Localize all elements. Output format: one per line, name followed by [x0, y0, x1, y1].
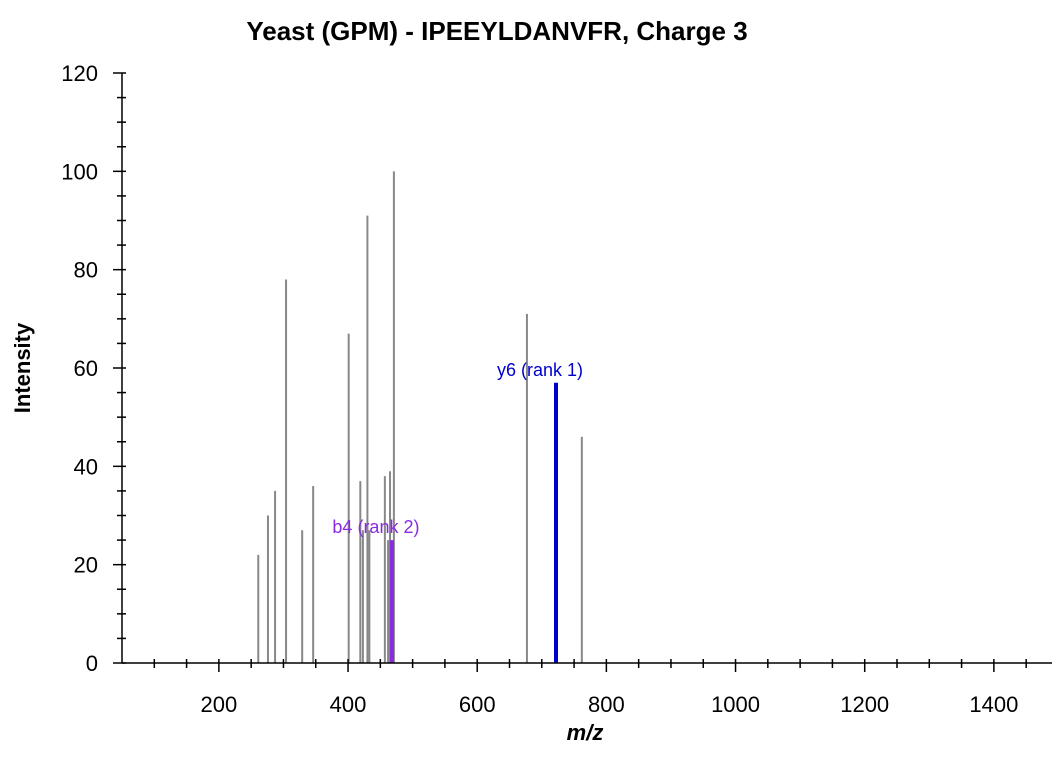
- x-tick-label-400: 400: [330, 692, 367, 717]
- y-tick-label-20: 20: [74, 553, 98, 578]
- x-tick-label-1400: 1400: [969, 692, 1018, 717]
- x-tick-label-1200: 1200: [840, 692, 889, 717]
- y-tick-label-100: 100: [61, 159, 98, 184]
- x-axis-label: m/z: [567, 720, 604, 745]
- y-tick-label-80: 80: [74, 258, 98, 283]
- axes: 200 400 600 800 1000 1200 1400 0 20 40 60 80 100 120: [61, 61, 1052, 717]
- annotation-layer: y6 (rank 1) b4 (rank 2): [332, 360, 583, 663]
- y-axis-label: Intensity: [10, 322, 35, 413]
- x-tick-label-200: 200: [201, 692, 238, 717]
- y-tick-label-40: 40: [74, 454, 98, 479]
- x-tick-label-1000: 1000: [711, 692, 760, 717]
- annotation-label-0: y6 (rank 1): [497, 360, 583, 380]
- x-tick-label-800: 800: [588, 692, 625, 717]
- y-tick-label-0: 0: [86, 651, 98, 676]
- annotation-label-1: b4 (rank 2): [332, 517, 419, 537]
- y-tick-label-60: 60: [74, 356, 98, 381]
- x-tick-label-600: 600: [459, 692, 496, 717]
- chart-title: Yeast (GPM) - IPEEYLDANVFR, Charge 3: [246, 16, 747, 46]
- peak-layer: [257, 171, 583, 663]
- y-tick-label-120: 120: [61, 61, 98, 86]
